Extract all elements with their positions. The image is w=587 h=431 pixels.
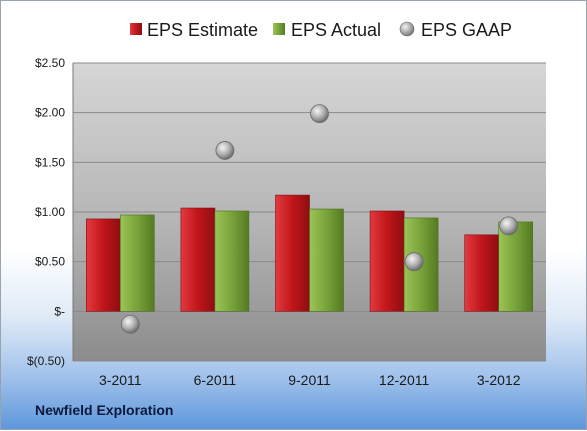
legend-label: EPS Estimate — [147, 20, 258, 40]
eps-actual-bar — [120, 214, 155, 312]
eps-estimate-bar — [464, 234, 500, 312]
x-tick-label: 3-2011 — [99, 372, 142, 388]
legend-swatch-eps-estimate — [130, 23, 142, 35]
eps-estimate-bar — [86, 218, 121, 312]
eps-estimate-bar — [369, 210, 405, 312]
eps-gaap-marker — [499, 216, 519, 236]
eps-estimate-bar — [180, 207, 216, 312]
y-tick-label: $(0.50) — [27, 354, 65, 368]
eps-actual-bar — [498, 221, 534, 312]
y-tick-label: $1.50 — [35, 155, 65, 169]
legend-label: EPS GAAP — [421, 20, 512, 40]
eps-gaap-marker — [120, 314, 140, 334]
y-tick-label: $2.50 — [35, 56, 65, 70]
legend-label: EPS Actual — [291, 20, 381, 40]
x-tick-label: 12-2011 — [379, 372, 430, 388]
y-tick-label: $- — [54, 304, 65, 318]
eps-gaap-marker — [404, 252, 424, 272]
eps-gaap-marker — [310, 104, 329, 124]
y-tick-label: $1.00 — [35, 205, 65, 219]
eps-actual-bar — [309, 208, 344, 312]
eps-estimate-bar — [275, 194, 310, 312]
y-tick-label: $0.50 — [35, 255, 65, 269]
legend-swatch-eps-actual — [273, 23, 285, 35]
legend-swatch-eps-gaap — [399, 21, 415, 37]
eps-gaap-marker — [215, 141, 235, 160]
company-name: Newfield Exploration — [35, 402, 174, 418]
x-tick-label: 3-2012 — [477, 372, 521, 388]
x-tick-label: 9-2011 — [288, 372, 331, 388]
eps-actual-bar — [214, 210, 250, 312]
x-tick-label: 6-2011 — [194, 372, 237, 388]
y-tick-label: $2.00 — [35, 106, 65, 120]
